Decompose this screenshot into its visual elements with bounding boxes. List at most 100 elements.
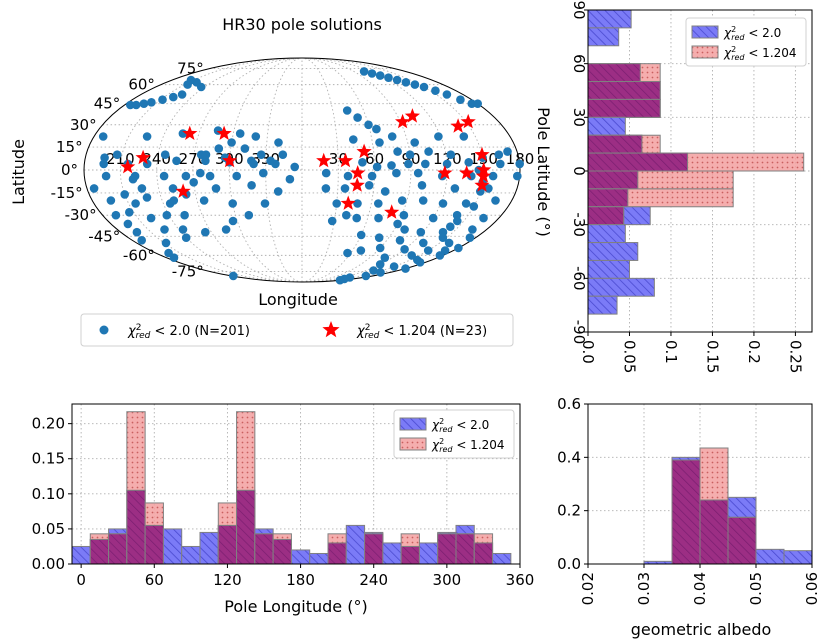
sky-series-blue xyxy=(89,67,524,285)
sky-point-blue xyxy=(356,230,366,240)
lon-bar-blue xyxy=(345,524,366,565)
sky-point-blue xyxy=(321,184,331,193)
sky-point-blue xyxy=(392,75,402,85)
sky-point-blue xyxy=(278,150,288,159)
sky-point-blue xyxy=(393,147,402,156)
sky-point-blue xyxy=(342,210,351,220)
sky-point-blue xyxy=(106,196,116,205)
albedo-xtick-label: 0.05 xyxy=(747,572,765,605)
sky-point-blue xyxy=(89,184,99,193)
sky-point-blue xyxy=(181,233,191,242)
lon-ytick-label: 0.10 xyxy=(32,485,65,503)
sky-point-blue xyxy=(235,129,245,138)
lat-ylabel: Pole Latitude (°) xyxy=(534,107,553,237)
sky-point-blue xyxy=(349,135,358,144)
albedo-xlabel: geometric albedo xyxy=(631,620,772,639)
sky-point-blue xyxy=(99,159,108,169)
sky-point-blue xyxy=(180,210,189,220)
sky-lon-ticks: 306090120150180210240270300330 xyxy=(106,150,534,168)
sky-point-blue xyxy=(196,82,206,92)
sky-point-blue xyxy=(120,190,129,199)
sky-point-blue xyxy=(352,213,362,223)
sky-point-blue xyxy=(461,199,471,208)
lat-histogram: 90 60 30 0 -30 -60 -90 0.0 0.05 0.1 0.15 0.2 0.25 P… xyxy=(534,0,813,373)
sky-point-blue xyxy=(178,225,188,234)
sky-point-blue xyxy=(392,168,401,178)
lat-ytick-label: -30 xyxy=(570,212,588,237)
lon-xtick-label: 180 xyxy=(286,571,315,589)
lon-bar-overlap xyxy=(437,533,457,565)
sky-point-blue xyxy=(418,196,428,205)
sky-point-blue xyxy=(450,184,460,193)
sky-point-blue xyxy=(416,227,426,237)
sky-title: HR30 pole solutions xyxy=(222,15,382,34)
sky-point-blue xyxy=(364,181,374,190)
sky-point-blue xyxy=(177,90,187,99)
sky-point-blue xyxy=(479,213,488,223)
sky-point-blue xyxy=(468,225,477,234)
lon-bar-overlap xyxy=(89,538,110,565)
sky-point-blue xyxy=(161,238,171,248)
sky-point-blue xyxy=(98,132,108,141)
lon-xtick-label: 360 xyxy=(506,571,535,589)
sky-point-blue xyxy=(410,80,420,89)
sky-point-blue xyxy=(464,158,474,167)
lon-bar-overlap xyxy=(217,524,238,565)
sky-point-blue xyxy=(389,262,399,271)
lon-xtick-label: 60 xyxy=(145,571,164,589)
lon-axes-frame xyxy=(71,403,521,565)
lon-ytick-label: 0.00 xyxy=(32,555,65,573)
sky-point-blue xyxy=(249,159,258,169)
lat-xtick-label: 0.25 xyxy=(786,340,804,373)
sky-point-blue xyxy=(131,100,141,110)
sky-point-blue xyxy=(404,159,413,169)
sky-point-blue xyxy=(240,144,250,153)
sky-point-red xyxy=(356,143,372,159)
sky-point-blue xyxy=(126,100,135,110)
sky-point-blue xyxy=(172,156,181,166)
sky-lat-tick-label: 60° xyxy=(128,76,155,94)
sky-point-blue xyxy=(214,144,224,153)
lon-bar-overlap xyxy=(455,533,475,565)
sky-point-blue xyxy=(380,253,390,262)
sky-lat-tick-label: 75° xyxy=(177,60,204,78)
lat-ytick-label: 0 xyxy=(570,166,588,176)
sky-point-blue xyxy=(387,132,397,141)
sky-point-blue xyxy=(444,238,454,248)
lon-xlabel: Pole Longitude (°) xyxy=(224,597,367,616)
lat-bar-overlap xyxy=(587,152,689,172)
sky-point-blue xyxy=(369,266,378,275)
sky-point-blue xyxy=(189,178,198,187)
sky-point-blue xyxy=(285,174,295,184)
sky-point-blue xyxy=(273,187,283,196)
sky-point-red xyxy=(135,149,151,165)
sky-point-blue xyxy=(358,158,367,167)
sky-point-red xyxy=(475,168,491,183)
lon-bar-overlap xyxy=(108,533,128,565)
lon-yticks: 0.00 0.05 0.10 0.15 0.20 xyxy=(32,415,72,573)
sky-point-blue xyxy=(456,95,465,104)
sky-point-red xyxy=(474,146,490,162)
lon-bar-blue xyxy=(492,552,512,565)
sky-point-red xyxy=(349,177,365,192)
albedo-xticks: 0.02 0.03 0.04 0.05 0.06 xyxy=(579,564,821,605)
sky-point-blue xyxy=(469,202,479,211)
sky-point-blue xyxy=(159,171,169,181)
lon-bar-blue xyxy=(309,552,329,565)
sky-point-blue xyxy=(419,82,429,92)
sky-point-blue xyxy=(491,196,500,205)
sky-point-blue xyxy=(169,196,179,205)
sky-xlabel: Longitude xyxy=(258,290,338,309)
sky-point-blue xyxy=(375,260,385,269)
lon-bar-overlap xyxy=(236,489,256,565)
sky-point-blue xyxy=(342,106,352,115)
albedo-bar-blue xyxy=(783,550,813,565)
sky-point-blue xyxy=(137,184,147,193)
sky-point-blue xyxy=(131,199,140,208)
sky-point-blue xyxy=(112,150,122,159)
sky-point-blue xyxy=(374,199,383,208)
sky-lat-tick-label: -60° xyxy=(123,246,155,264)
sky-point-blue xyxy=(321,168,331,178)
sky-point-red xyxy=(340,195,356,210)
lat-bar-blue xyxy=(587,224,626,244)
